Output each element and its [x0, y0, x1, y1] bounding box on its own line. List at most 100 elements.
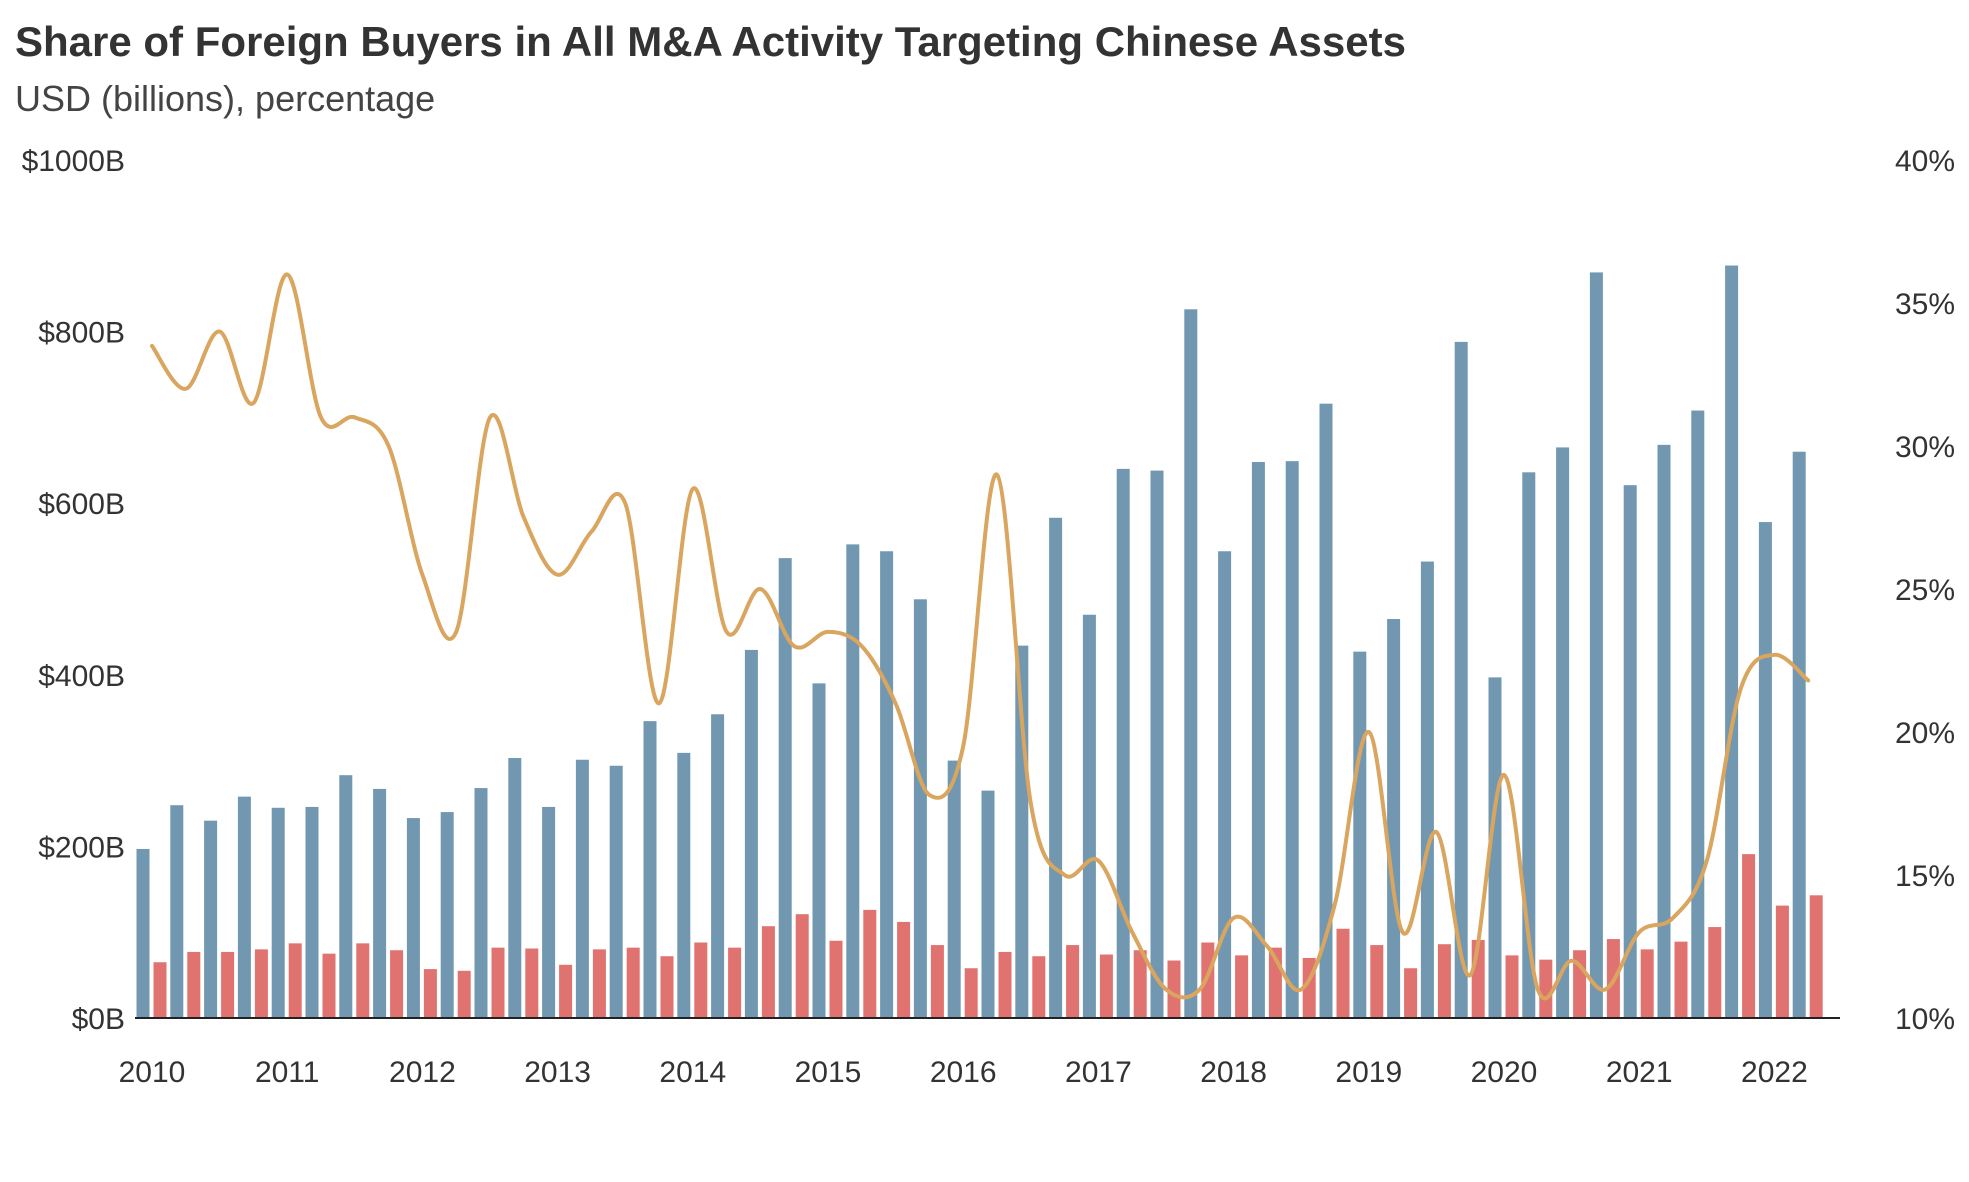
total-bar-28: [1082, 614, 1096, 1018]
total-bar-24: [947, 760, 961, 1018]
total-bar-34: [1285, 461, 1299, 1019]
total-bar-35: [1319, 403, 1333, 1018]
total-bar-43: [1589, 272, 1603, 1018]
left-axis-ticks: $0B $200B $400B $600B $800B $1000B: [22, 145, 125, 1036]
total-bar-41: [1522, 472, 1536, 1018]
total-bar-17: [711, 714, 725, 1018]
right-tick-label: 40%: [1895, 145, 1955, 178]
total-bar-30: [1150, 470, 1164, 1018]
foreign-bar-40: [1505, 955, 1519, 1018]
foreign-bar-21: [863, 909, 877, 1018]
total-bar-44: [1623, 485, 1637, 1018]
total-bar-7: [373, 788, 387, 1018]
foreign-bar-45: [1674, 941, 1688, 1018]
total-bar-49: [1792, 451, 1806, 1019]
total-bar-40: [1488, 677, 1502, 1018]
left-tick-label: $1000B: [22, 145, 125, 178]
x-axis-ticks: 2010 2011 2012 2013 2014 2015 2016 2017 2018 2019…: [119, 1056, 1808, 1089]
total-bar-13: [575, 759, 589, 1018]
foreign-bar-2: [221, 951, 235, 1018]
right-axis-ticks: 10% 15% 20% 25% 30% 35% 40%: [1895, 145, 1955, 1036]
total-bar-6: [339, 775, 353, 1018]
foreign-bar-14: [626, 947, 640, 1018]
foreign-bar-1: [187, 951, 201, 1018]
foreign-bar-22: [897, 921, 911, 1018]
x-tick-label: 2012: [389, 1056, 456, 1089]
total-bar-16: [677, 752, 691, 1018]
foreign-bars: [153, 854, 1823, 1018]
right-tick-label: 35%: [1895, 288, 1955, 321]
foreign-bar-13: [592, 949, 606, 1018]
foreign-bar-28: [1099, 954, 1113, 1018]
foreign-bar-8: [423, 969, 437, 1018]
right-tick-label: 25%: [1895, 574, 1955, 607]
foreign-bar-49: [1809, 895, 1823, 1018]
total-bar-38: [1420, 561, 1434, 1018]
x-tick-label: 2022: [1741, 1056, 1808, 1089]
total-bar-46: [1691, 410, 1705, 1018]
foreign-bar-9: [457, 970, 471, 1018]
total-bar-48: [1758, 522, 1772, 1018]
total-bar-15: [643, 721, 657, 1018]
chart-subtitle: USD (billions), percentage: [15, 78, 436, 119]
total-bar-11: [508, 758, 522, 1018]
total-bar-2: [204, 820, 218, 1018]
total-bar-18: [744, 649, 758, 1018]
right-tick-label: 20%: [1895, 717, 1955, 750]
total-bar-0: [136, 848, 150, 1018]
foreign-bar-4: [288, 943, 302, 1018]
foreign-bar-19: [795, 914, 809, 1018]
x-tick-label: 2018: [1200, 1056, 1267, 1089]
total-bar-1: [170, 805, 184, 1018]
foreign-bar-31: [1201, 942, 1215, 1018]
total-bar-47: [1725, 265, 1739, 1018]
total-bar-10: [474, 788, 488, 1018]
left-tick-label: $600B: [38, 488, 125, 521]
foreign-bar-12: [559, 964, 573, 1018]
foreign-bar-15: [660, 956, 674, 1018]
total-bar-29: [1116, 468, 1130, 1018]
foreign-bar-11: [525, 948, 539, 1018]
foreign-bar-35: [1336, 928, 1350, 1018]
foreign-bar-0: [153, 962, 167, 1018]
total-bar-32: [1218, 551, 1232, 1018]
total-bar-3: [237, 796, 251, 1018]
right-tick-label: 30%: [1895, 431, 1955, 464]
x-tick-label: 2010: [119, 1056, 186, 1089]
x-tick-label: 2016: [930, 1056, 997, 1089]
total-bar-27: [1049, 517, 1063, 1018]
foreign-bar-26: [1032, 956, 1046, 1018]
foreign-bar-27: [1066, 945, 1080, 1018]
total-bar-22: [880, 551, 894, 1018]
foreign-bar-30: [1167, 960, 1181, 1018]
total-bar-20: [812, 683, 826, 1018]
left-tick-label: $800B: [38, 317, 125, 350]
total-bar-25: [981, 790, 995, 1018]
foreign-bar-44: [1640, 949, 1654, 1018]
total-bar-39: [1454, 341, 1468, 1018]
foreign-bar-24: [964, 968, 978, 1018]
foreign-bar-41: [1539, 959, 1553, 1018]
foreign-bar-47: [1742, 854, 1756, 1018]
foreign-bar-17: [728, 947, 742, 1018]
x-tick-label: 2017: [1065, 1056, 1132, 1089]
total-bar-36: [1353, 651, 1367, 1018]
total-bar-33: [1251, 462, 1265, 1018]
share-line: [150, 272, 1811, 1001]
total-bar-45: [1657, 444, 1671, 1019]
foreign-bar-38: [1437, 944, 1451, 1018]
x-tick-label: 2019: [1335, 1056, 1402, 1089]
total-bar-37: [1387, 619, 1401, 1018]
x-tick-label: 2011: [255, 1056, 320, 1089]
foreign-bar-10: [491, 947, 505, 1018]
foreign-bar-32: [1235, 955, 1249, 1018]
x-tick-label: 2013: [524, 1056, 591, 1089]
foreign-bar-29: [1133, 950, 1147, 1018]
foreign-bar-37: [1404, 968, 1418, 1018]
total-bar-12: [542, 806, 556, 1018]
foreign-bar-48: [1775, 905, 1789, 1018]
x-tick-label: 2015: [795, 1056, 862, 1089]
total-bar-14: [609, 765, 623, 1018]
total-bar-8: [406, 818, 420, 1018]
foreign-bar-6: [356, 943, 370, 1018]
